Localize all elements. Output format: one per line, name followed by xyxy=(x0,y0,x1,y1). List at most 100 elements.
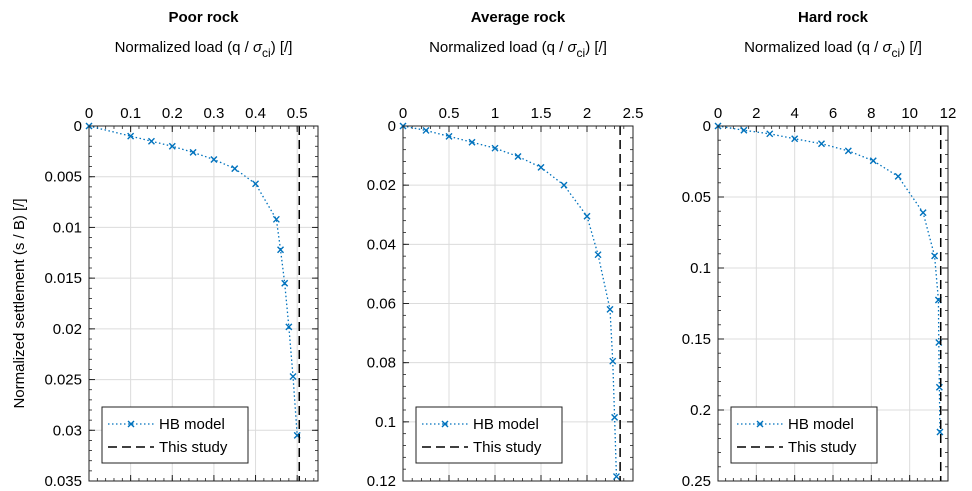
y-tick-label: 0.01 xyxy=(53,219,82,236)
data-point xyxy=(611,413,619,421)
y-tick-label: 0.005 xyxy=(44,169,82,186)
x-tick-label: 6 xyxy=(829,105,837,122)
x-tick-label: 1.5 xyxy=(531,105,552,122)
data-point xyxy=(612,473,620,481)
x-tick-label: 10 xyxy=(901,105,918,122)
legend: HB model This study xyxy=(730,406,878,464)
y-tick-label: 0.02 xyxy=(367,177,396,194)
x-tick-label: 0 xyxy=(714,105,722,122)
x-tick-label: 0.4 xyxy=(245,105,266,122)
data-point xyxy=(231,165,239,173)
x-tick-label: 2.5 xyxy=(623,105,644,122)
data-point xyxy=(285,323,293,331)
x-axis-label: Normalized load (q / σci) [/] xyxy=(429,39,607,60)
data-point xyxy=(869,157,877,165)
y-tick-label: 0.2 xyxy=(690,402,711,419)
legend-label: This study xyxy=(159,439,228,456)
data-point xyxy=(127,132,135,140)
y-axis-label: Normalized settlement (s / B) [/] xyxy=(11,198,28,408)
series-hb-model-line xyxy=(718,126,941,433)
data-point xyxy=(894,172,902,180)
axes-box xyxy=(402,125,634,482)
data-point xyxy=(168,142,176,150)
x-tick-label: 0.1 xyxy=(120,105,141,122)
data-point xyxy=(560,181,568,189)
data-point xyxy=(252,180,260,188)
series-hb-model-line xyxy=(89,126,298,436)
x-tick-label: 0.3 xyxy=(203,105,224,122)
data-point xyxy=(609,357,617,365)
data-point xyxy=(422,126,430,134)
chart-title: Poor rock xyxy=(168,9,239,26)
data-point xyxy=(272,215,280,223)
y-tick-label: 0 xyxy=(703,118,711,135)
y-tick-label: 0.015 xyxy=(44,270,82,287)
legend-label: HB model xyxy=(159,416,225,433)
x-tick-label: 12 xyxy=(940,105,957,122)
y-tick-label: 0.08 xyxy=(367,355,396,372)
data-point xyxy=(844,147,852,155)
data-point xyxy=(468,138,476,146)
x-tick-label: 0.5 xyxy=(439,105,460,122)
legend-box xyxy=(101,406,249,464)
x-axis-label: Normalized load (q / σci) [/] xyxy=(115,39,293,60)
legend-label: This study xyxy=(473,439,542,456)
data-point xyxy=(514,152,522,160)
legend-label: HB model xyxy=(473,416,539,433)
axes-box xyxy=(88,125,319,482)
data-point xyxy=(147,137,155,145)
y-tick-label: 0.06 xyxy=(367,296,396,313)
x-tick-label: 0.2 xyxy=(162,105,183,122)
legend-box xyxy=(730,406,878,464)
y-tick-label: 0.12 xyxy=(367,473,396,490)
x-axis-label: Normalized load (q / σci) [/] xyxy=(744,39,922,60)
data-point xyxy=(606,305,614,313)
data-point xyxy=(766,130,774,138)
data-point xyxy=(445,132,453,140)
legend-label: This study xyxy=(788,439,857,456)
subplots: 0 0.1 0.2 0.3 0.4 0.5 0 0.005 0.01 0.015 0.02 0.025… xyxy=(44,9,956,490)
subplot-0: 0 0.1 0.2 0.3 0.4 0.5 0 0.005 0.01 0.015 0.02 0.025… xyxy=(44,9,319,490)
data-point xyxy=(936,428,944,436)
data-point xyxy=(491,144,499,152)
data-point xyxy=(281,279,289,287)
data-point xyxy=(594,251,602,259)
x-tick-label: 4 xyxy=(790,105,798,122)
y-tick-label: 0 xyxy=(74,118,82,135)
y-tick-label: 0.035 xyxy=(44,473,82,490)
y-tick-label: 0.04 xyxy=(367,236,396,253)
x-tick-label: 8 xyxy=(867,105,875,122)
data-point xyxy=(919,209,927,217)
data-point xyxy=(791,135,799,143)
data-point xyxy=(818,140,825,148)
y-tick-label: 0.25 xyxy=(682,473,711,490)
legend: HB model This study xyxy=(101,406,249,464)
x-tick-label: 0 xyxy=(85,105,93,122)
x-tick-label: 1 xyxy=(491,105,499,122)
y-tick-label: 0.1 xyxy=(375,414,396,431)
y-tick-label: 0.15 xyxy=(682,331,711,348)
y-tick-label: 0.03 xyxy=(53,422,82,439)
subplot-1: 0 0.5 1 1.5 2 2.5 0 0.02 0.04 0.06 0.08 0.1 0.12 Norm… xyxy=(367,9,644,490)
legend-marker xyxy=(127,420,135,428)
data-point xyxy=(277,246,285,254)
y-tick-label: 0.05 xyxy=(682,189,711,206)
data-point xyxy=(740,126,748,134)
y-tick-label: 0 xyxy=(388,118,396,135)
x-tick-label: 0 xyxy=(399,105,407,122)
y-tick-label: 0.1 xyxy=(690,260,711,277)
data-point xyxy=(537,163,545,171)
legend: HB model This study xyxy=(415,406,563,464)
chart-title: Average rock xyxy=(471,9,566,26)
y-tick-label: 0.02 xyxy=(53,321,82,338)
data-point xyxy=(289,373,297,381)
legend-marker xyxy=(441,420,449,428)
data-point xyxy=(189,148,197,156)
legend-marker xyxy=(756,420,764,428)
data-point xyxy=(210,155,218,163)
subplot-2: 0 2 4 6 8 10 12 0 0.05 0.1 0.15 0.2 0.25 Normalized l… xyxy=(682,9,957,490)
axes-box xyxy=(717,125,949,482)
data-point xyxy=(583,212,591,220)
y-tick-label: 0.025 xyxy=(44,372,82,389)
